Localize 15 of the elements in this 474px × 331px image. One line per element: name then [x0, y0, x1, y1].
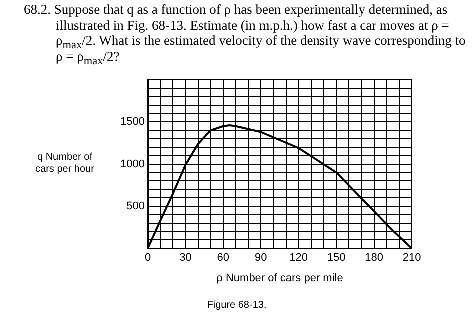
x-tick-label: 180: [365, 252, 384, 264]
x-tick-label: 120: [290, 252, 308, 264]
y-tick-label: 1500: [120, 116, 145, 128]
x-tick-label: 0: [144, 252, 152, 264]
y-tick-label: 1000: [120, 158, 145, 170]
caption: Figure 68-13.: [206, 300, 268, 311]
x-tick-label: 90: [255, 252, 268, 264]
x-tick-label: 30: [180, 252, 192, 264]
x-axis-title: ρ Number of cars per mile: [216, 272, 344, 284]
x-tick-label: 60: [217, 252, 230, 264]
y-tick-label: 500: [126, 200, 145, 212]
y-axis-title: q Number of cars per hour: [34, 152, 96, 176]
chart-title: 68.2. Suppose that q as a function of ρ has been experimentally determined, as illustrated in Fig. 68-13. Estimate (in m.p.h.) how fast a car moves at ρ = ρ$_{max}$/2. What is the estimated velocity of the density wave corresponding to ρ = ρ$_{max}$/2?: [24, 2, 467, 68]
x-tick-label: 210: [402, 252, 422, 264]
x-tick-label: 150: [327, 252, 346, 264]
